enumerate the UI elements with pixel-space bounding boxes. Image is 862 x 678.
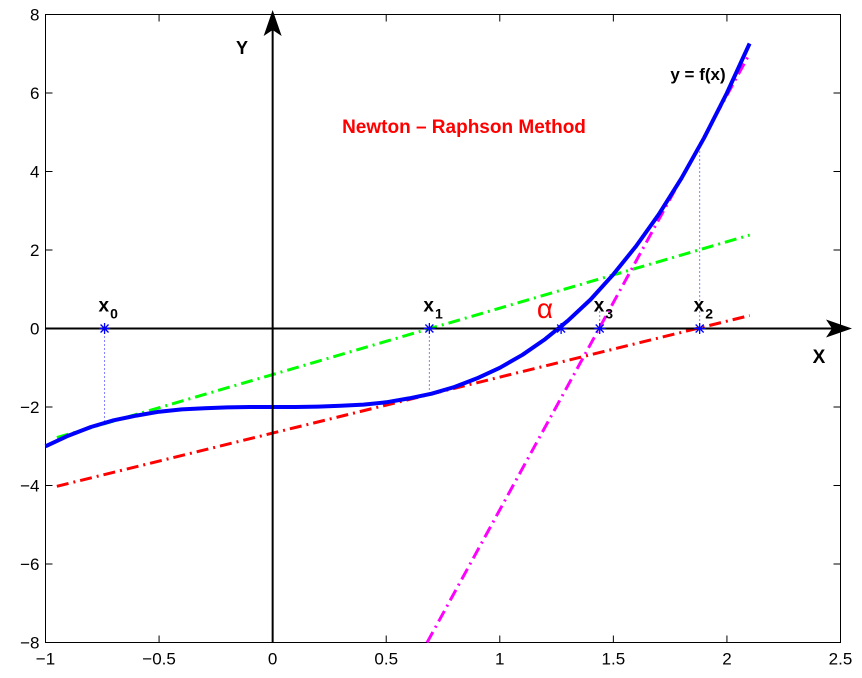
y-tick-label: −6 [20,555,39,574]
y-tick-label: 8 [30,6,39,25]
tangent-lines [56,53,751,644]
x-tick-label: 0.5 [374,650,398,669]
tangent-line [56,233,751,440]
axes [45,10,852,643]
y-tick-label: 0 [30,320,39,339]
y-axis-arrow [263,10,282,36]
iterate-label: x0 [99,296,119,322]
y-axis-label: Y [236,38,248,58]
tick-marks [45,14,841,643]
x-tick-label: 0 [268,650,277,669]
iterate-marker [99,323,111,334]
x-axis-arrow [826,319,852,338]
x-tick-label: −0.5 [142,650,176,669]
root-marker [555,323,567,334]
x-axis-label: X [813,347,826,368]
iterate-marker [423,323,435,334]
x-tick-label: 2 [722,650,731,669]
curve-group [44,42,752,449]
iterate-marker [694,323,706,334]
x-tick-label: 1.5 [602,650,626,669]
iterate-marker [594,323,606,334]
curve-label: y = f(x) [670,65,725,84]
chart-title: Newton – Raphson Method [342,117,586,138]
drop-lines [104,144,701,422]
tangent-line [56,314,751,488]
y-tick-label: −2 [20,398,39,417]
y-tick-label: −4 [20,477,39,496]
x-tick-label: 1 [495,650,504,669]
x-tick-label: 2.5 [829,650,853,669]
function-curve [44,42,752,449]
iterate-label: x2 [694,296,714,322]
root-alpha-label: α [537,293,553,324]
y-tick-label: −8 [20,634,39,653]
y-tick-label: 2 [30,241,39,260]
y-tick-label: 6 [30,84,39,103]
tick-labels: −1 −0.5 0 0.5 1 1.5 2 2.5 −8 −6 −4 −2 0 2 4 6 8 [20,6,852,669]
y-tick-label: 4 [30,163,39,182]
iterate-label: x1 [423,296,443,322]
x-tick-label: −1 [36,650,55,669]
